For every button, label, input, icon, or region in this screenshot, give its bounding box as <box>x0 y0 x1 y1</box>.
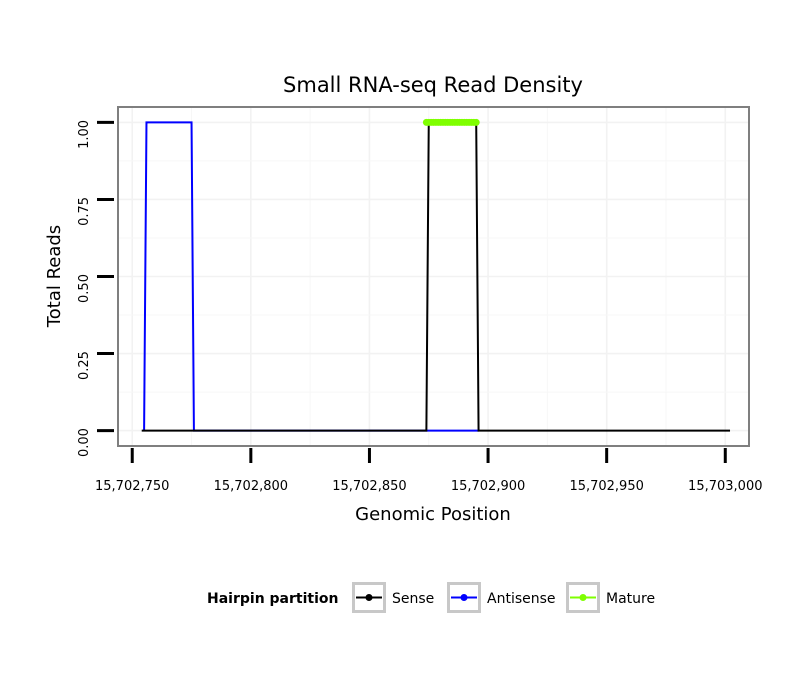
legend-label-antisense: Antisense <box>487 591 556 607</box>
y-tick-label: 1.00 <box>77 120 92 149</box>
series-point-mature <box>472 118 480 126</box>
x-tick-label: 15,702,750 <box>95 479 169 494</box>
legend-key-point-mature <box>579 594 587 601</box>
x-tick-label: 15,702,800 <box>214 479 288 494</box>
legend: Hairpin partition Sense Antisense Mature <box>207 582 655 613</box>
y-tick-label: 0.50 <box>77 274 92 303</box>
series-line-antisense <box>143 121 479 432</box>
x-axis-title: Genomic Position <box>355 504 511 525</box>
series-lines <box>141 118 731 432</box>
y-tick-label: 0.25 <box>77 351 92 380</box>
x-tick-label: 15,702,850 <box>332 479 406 494</box>
x-tick-label: 15,702,900 <box>451 479 525 494</box>
legend-title: Hairpin partition <box>207 591 338 607</box>
chart-title: Small RNA-seq Read Density <box>283 73 583 97</box>
y-tick-label: 0.75 <box>77 197 92 226</box>
grid-lines <box>119 108 748 445</box>
axes: 15,702,750 15,702,800 15,702,850 15,702,900… <box>77 120 762 494</box>
x-tick-label: 15,703,000 <box>688 479 762 494</box>
y-axis-title: Total Reads <box>44 225 65 328</box>
legend-label-sense: Sense <box>392 591 434 607</box>
legend-label-mature: Mature <box>606 591 655 607</box>
x-tick-label: 15,702,950 <box>569 479 643 494</box>
legend-key-point-sense <box>365 594 373 601</box>
y-tick-label: 0.00 <box>77 428 92 457</box>
legend-key-point-antisense <box>460 594 468 601</box>
